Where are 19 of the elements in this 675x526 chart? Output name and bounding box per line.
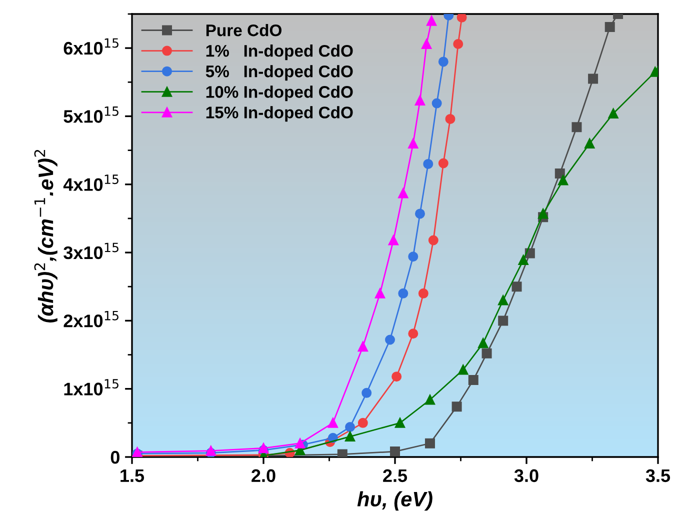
- legend-label: Pure CdO: [206, 24, 282, 36]
- legend-label: 5% In-doped CdO: [206, 65, 353, 81]
- x-tick-label: 1.5: [120, 469, 144, 482]
- y-tick-label: 6x10$^{15}$: [64, 38, 118, 55]
- y-tick-label: 2x10$^{15}$: [64, 310, 118, 328]
- legend-label: 1% In-doped CdO: [206, 44, 353, 60]
- y-axis-title: (αhυ)$^{2}$,(cm$^{−1}$.eV)$^{2}$: [34, 150, 58, 322]
- x-tick-label: 3.0: [514, 469, 538, 482]
- y-tick-label: 0: [110, 450, 120, 464]
- x-axis-title: hυ, (eV): [357, 491, 432, 511]
- x-tick-label: 2.0: [252, 469, 276, 482]
- y-tick-label: 5x10$^{15}$: [64, 106, 118, 123]
- y-tick-label: 4x10$^{15}$: [63, 174, 118, 191]
- y-tick-label: 3x10$^{15}$: [64, 242, 118, 260]
- legend-label: 10% In-doped CdO: [206, 86, 353, 102]
- x-tick-label: 3.5: [646, 469, 670, 482]
- legend-label: 15% In-doped CdO: [206, 106, 353, 122]
- x-tick-label: 2.5: [383, 469, 408, 482]
- y-tick-label: 1x10$^{15}$: [64, 379, 118, 396]
